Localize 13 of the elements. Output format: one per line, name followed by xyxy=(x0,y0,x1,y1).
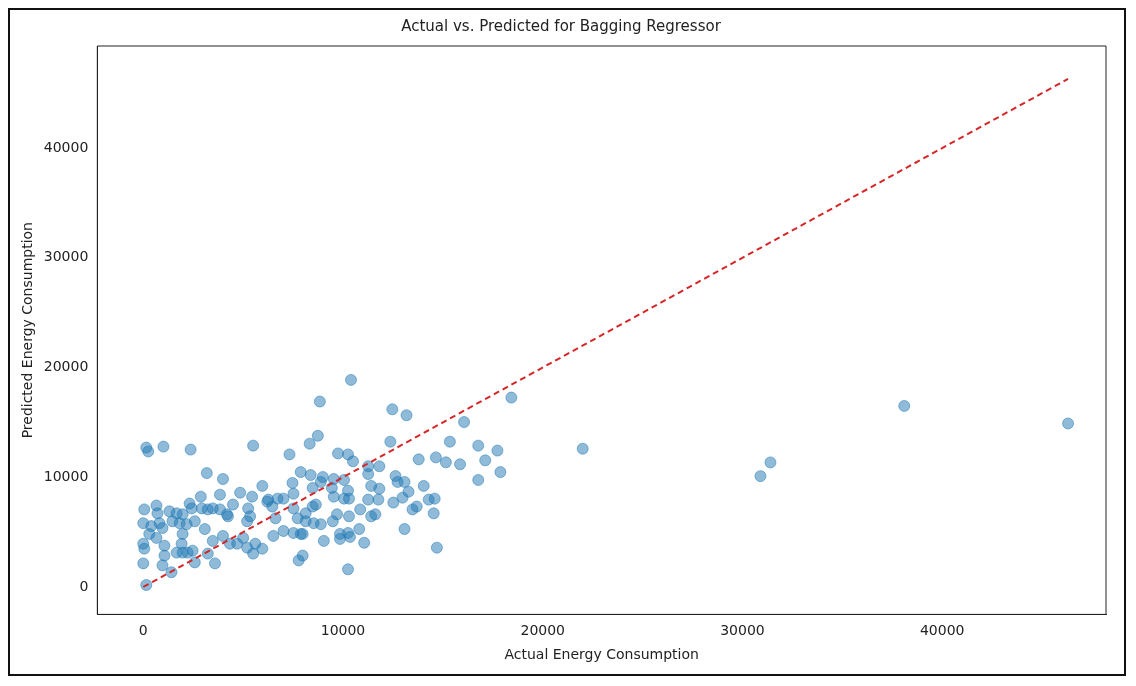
y-tick-label: 0 xyxy=(79,577,89,594)
y-tick-label: 10000 xyxy=(43,467,89,484)
x-tick-label: 40000 xyxy=(919,622,965,639)
x-tick-label: 0 xyxy=(138,622,148,639)
x-axis-title: Actual Energy Consumption xyxy=(504,646,699,663)
x-tick-label: 10000 xyxy=(320,622,366,639)
chart-title: Actual vs. Predicted for Bagging Regressor xyxy=(401,16,722,35)
x-tick-label: 20000 xyxy=(520,622,566,639)
x-tick-label: 30000 xyxy=(720,622,765,639)
y-tick-label: 20000 xyxy=(43,358,89,375)
y-axis-title: Predicted Energy Consumption xyxy=(19,222,36,439)
y-tick-label: 30000 xyxy=(43,248,89,265)
y-tick-label: 40000 xyxy=(43,138,89,155)
